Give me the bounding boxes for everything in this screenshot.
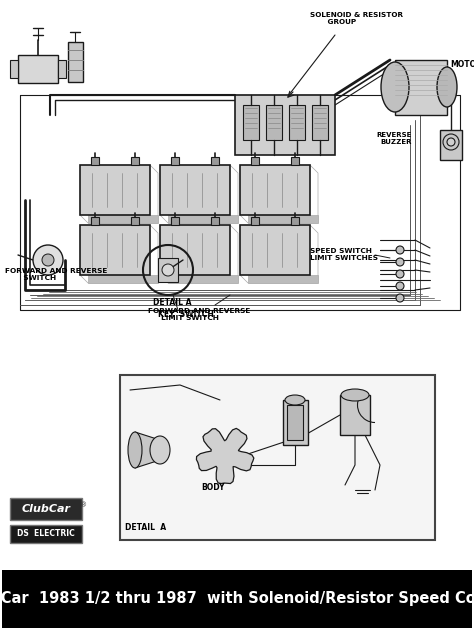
Text: DETAIL  A: DETAIL A (125, 523, 166, 532)
Circle shape (396, 246, 404, 254)
Text: ClubCar: ClubCar (21, 504, 71, 514)
Bar (440, 130, 462, 160)
Bar (80, 165, 150, 215)
Circle shape (33, 245, 63, 275)
Ellipse shape (285, 395, 305, 405)
Bar (248, 215, 318, 223)
Bar (289, 105, 305, 140)
Bar (168, 215, 238, 223)
Bar (248, 275, 318, 283)
Text: DETAIL A: DETAIL A (153, 298, 191, 307)
Bar (283, 400, 308, 445)
Ellipse shape (128, 432, 142, 468)
Circle shape (396, 270, 404, 278)
Bar (120, 375, 435, 540)
Circle shape (42, 254, 54, 266)
Bar (171, 217, 179, 225)
Bar (68, 42, 83, 82)
Text: SPEED SWITCH
LIMIT SWITCHES: SPEED SWITCH LIMIT SWITCHES (310, 248, 378, 261)
Bar (168, 275, 238, 283)
Circle shape (396, 258, 404, 266)
Bar (18, 55, 58, 83)
Text: REVERSE
BUZZER: REVERSE BUZZER (377, 132, 412, 145)
Bar (160, 165, 230, 215)
Bar (88, 215, 158, 223)
Bar (251, 157, 259, 165)
Bar (266, 105, 282, 140)
Circle shape (162, 264, 174, 276)
Bar (251, 217, 259, 225)
Bar (10, 60, 18, 78)
Circle shape (396, 282, 404, 290)
Polygon shape (196, 428, 254, 483)
Circle shape (447, 138, 455, 146)
Text: KEY  SWITCH: KEY SWITCH (158, 310, 214, 319)
Bar (158, 258, 178, 282)
Ellipse shape (150, 436, 170, 464)
Bar (340, 395, 370, 435)
Bar (88, 275, 158, 283)
Ellipse shape (341, 389, 369, 401)
Bar (131, 217, 139, 225)
Bar (287, 405, 303, 440)
Ellipse shape (437, 67, 457, 107)
Text: FORWARD AND REVERSE
     LIMIT SWITCH: FORWARD AND REVERSE LIMIT SWITCH (148, 308, 250, 321)
Text: ®: ® (80, 502, 87, 508)
Polygon shape (135, 432, 160, 468)
Bar (395, 60, 447, 115)
Bar (211, 217, 219, 225)
Bar (58, 60, 66, 78)
Text: MOTOR: MOTOR (450, 60, 474, 69)
Text: SOLENOID & RESISTOR
       GROUP: SOLENOID & RESISTOR GROUP (310, 12, 403, 25)
Bar (10, 525, 82, 543)
Bar (240, 165, 310, 215)
Text: DS  ELECTRIC: DS ELECTRIC (17, 530, 75, 538)
Bar (211, 157, 219, 165)
Bar (235, 95, 335, 155)
Circle shape (396, 294, 404, 302)
Bar (240, 225, 310, 275)
Bar (171, 157, 179, 165)
Bar (291, 157, 299, 165)
Bar (91, 157, 99, 165)
Bar (160, 225, 230, 275)
Bar (312, 105, 328, 140)
Bar (10, 498, 82, 520)
Bar (131, 157, 139, 165)
Bar (291, 217, 299, 225)
Bar (80, 225, 150, 275)
Bar (91, 217, 99, 225)
Bar (2, 570, 472, 628)
Text: BODY: BODY (201, 483, 225, 492)
Bar (243, 105, 259, 140)
Ellipse shape (381, 62, 409, 112)
Text: FORWARD AND REVERSE
       SWITCH: FORWARD AND REVERSE SWITCH (5, 268, 108, 281)
Text: Club Car  1983 1/2 thru 1987  with Solenoid/Resistor Speed Control: Club Car 1983 1/2 thru 1987 with Solenoi… (0, 592, 474, 607)
